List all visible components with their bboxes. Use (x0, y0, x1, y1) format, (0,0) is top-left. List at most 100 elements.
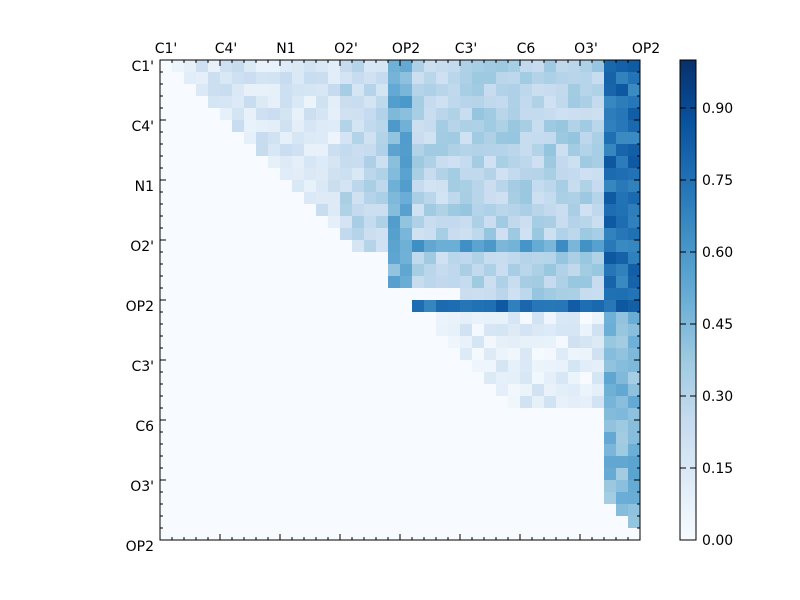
heatmap-cell (628, 528, 641, 541)
heatmap-cell (472, 372, 485, 385)
heatmap-cell (196, 324, 209, 337)
heatmap-cell (172, 456, 185, 469)
heatmap-cell (628, 360, 641, 373)
heatmap-cell (436, 288, 449, 301)
heatmap-cell (604, 192, 617, 205)
heatmap-cell (484, 492, 497, 505)
heatmap-cell (592, 372, 605, 385)
heatmap-cell (268, 60, 281, 73)
heatmap-cell (532, 168, 545, 181)
heatmap-cell (256, 408, 269, 421)
heatmap-cell (196, 132, 209, 145)
heatmap-cell (556, 96, 569, 109)
heatmap-cell (436, 432, 449, 445)
heatmap-cell (496, 168, 509, 181)
heatmap-cell (172, 216, 185, 229)
heatmap-cell (412, 444, 425, 457)
heatmap-cell (172, 264, 185, 277)
heatmap-cell (340, 180, 353, 193)
heatmap-cell (172, 252, 185, 265)
heatmap-cell (388, 156, 401, 169)
heatmap-cell (460, 156, 473, 169)
heatmap-cell (532, 336, 545, 349)
heatmap-cell (328, 516, 341, 529)
heatmap-cell (232, 372, 245, 385)
heatmap-cell (268, 408, 281, 421)
heatmap-cell (400, 348, 413, 361)
heatmap-cell (352, 396, 365, 409)
heatmap-cell (256, 108, 269, 121)
heatmap-cell (532, 528, 545, 541)
heatmap-cell (400, 288, 413, 301)
heatmap-cell (628, 288, 641, 301)
heatmap-cell (292, 300, 305, 313)
heatmap-cell (460, 144, 473, 157)
heatmap-cell (160, 300, 173, 313)
heatmap-cell (616, 252, 629, 265)
heatmap-cell (280, 276, 293, 289)
heatmap-cell (244, 468, 257, 481)
heatmap-cell (544, 180, 557, 193)
heatmap-cell (340, 420, 353, 433)
heatmap-cell (304, 96, 317, 109)
heatmap-cell (412, 72, 425, 85)
heatmap-cell (484, 132, 497, 145)
heatmap-cell (424, 132, 437, 145)
heatmap-cell (520, 336, 533, 349)
heatmap-cell (568, 216, 581, 229)
heatmap-cell (520, 432, 533, 445)
heatmap-cell (352, 444, 365, 457)
heatmap-cell (580, 204, 593, 217)
heatmap-cell (472, 336, 485, 349)
heatmap-cell (412, 228, 425, 241)
heatmap-cell (280, 384, 293, 397)
heatmap-cell (568, 168, 581, 181)
heatmap-cell (472, 84, 485, 97)
heatmap-cell (208, 60, 221, 73)
heatmap-cell (400, 408, 413, 421)
heatmap-cell (376, 312, 389, 325)
heatmap-cell (280, 444, 293, 457)
heatmap-cell (520, 372, 533, 385)
y-axis-tick-label: C4' (131, 119, 154, 135)
heatmap-cell (376, 432, 389, 445)
heatmap-cell (472, 180, 485, 193)
heatmap-cell (400, 480, 413, 493)
heatmap-cell (172, 300, 185, 313)
heatmap-cell (220, 156, 233, 169)
heatmap-cell (256, 468, 269, 481)
heatmap-cell (412, 324, 425, 337)
heatmap-cell (220, 132, 233, 145)
heatmap-cell (196, 432, 209, 445)
heatmap-cell (496, 432, 509, 445)
heatmap-cell (376, 480, 389, 493)
heatmap-cell (616, 468, 629, 481)
heatmap-cell (208, 144, 221, 157)
heatmap-cell (616, 60, 629, 73)
heatmap-cell (532, 516, 545, 529)
heatmap-cell (604, 324, 617, 337)
heatmap-cell (556, 372, 569, 385)
heatmap-cell (184, 348, 197, 361)
heatmap-cell (340, 384, 353, 397)
heatmap-cell (628, 264, 641, 277)
heatmap-cell (160, 528, 173, 541)
heatmap-cell (220, 360, 233, 373)
heatmap-cell (244, 228, 257, 241)
heatmap-cell (304, 468, 317, 481)
heatmap-cell (436, 144, 449, 157)
heatmap-cell (364, 240, 377, 253)
heatmap-cell (316, 396, 329, 409)
heatmap-cell (220, 168, 233, 181)
heatmap-cell (532, 240, 545, 253)
heatmap-cell (316, 408, 329, 421)
heatmap-cell (256, 324, 269, 337)
heatmap-cell (160, 324, 173, 337)
heatmap-cell (520, 492, 533, 505)
heatmap-cell (604, 516, 617, 529)
heatmap-cell (592, 276, 605, 289)
heatmap-cell (412, 408, 425, 421)
heatmap-cell (568, 312, 581, 325)
heatmap-cell (244, 408, 257, 421)
heatmap-cell (604, 312, 617, 325)
